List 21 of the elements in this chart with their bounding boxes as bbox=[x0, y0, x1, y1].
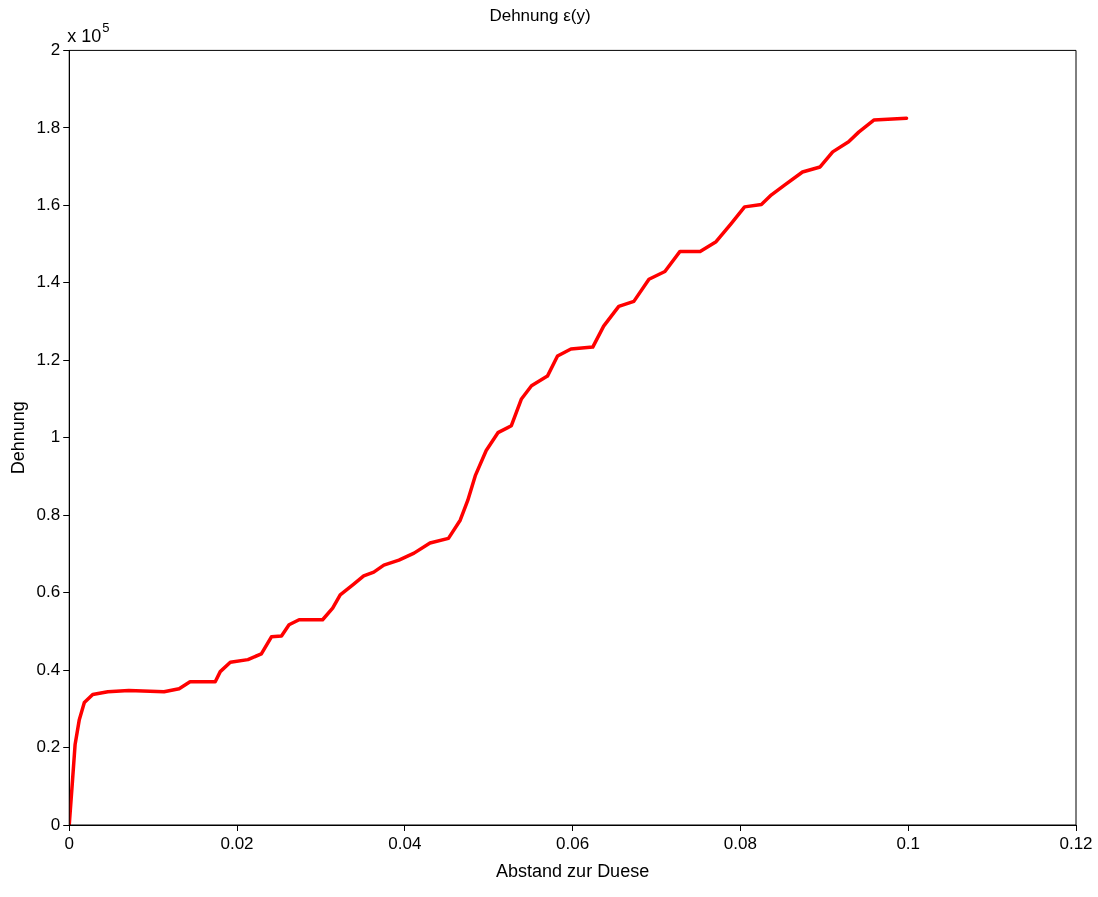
x-tick-label: 0.06 bbox=[556, 833, 590, 853]
y-tick-label: 1.2 bbox=[36, 349, 61, 369]
y-tick-label: 0.6 bbox=[36, 582, 61, 602]
x-tick-label: 0.02 bbox=[220, 833, 254, 853]
x-tick-label: 0.12 bbox=[1059, 833, 1093, 853]
y-axis-title: Dehnung bbox=[7, 401, 28, 475]
y-tick-label: 1.6 bbox=[36, 195, 61, 215]
x-tick-label: 0.1 bbox=[896, 833, 921, 853]
x-tick-label: 0.08 bbox=[723, 833, 757, 853]
chart-title: Dehnung ε(y) bbox=[489, 5, 591, 25]
y-tick-label: 0.2 bbox=[36, 737, 61, 757]
y-tick-label: 0.4 bbox=[36, 659, 61, 679]
y-tick-label: 0.8 bbox=[36, 504, 61, 524]
y-tick-label: 0 bbox=[50, 814, 61, 834]
x-tick-label: 0.04 bbox=[388, 833, 422, 853]
x-tick-label: 0 bbox=[64, 833, 74, 853]
x-axis-title: Abstand zur Duese bbox=[496, 861, 650, 882]
y-tick-label: 1.8 bbox=[36, 117, 61, 137]
y-tick-label: 1 bbox=[50, 427, 61, 447]
y-tick-label: 1.4 bbox=[36, 272, 61, 292]
y-tick-label: 2 bbox=[50, 40, 61, 60]
